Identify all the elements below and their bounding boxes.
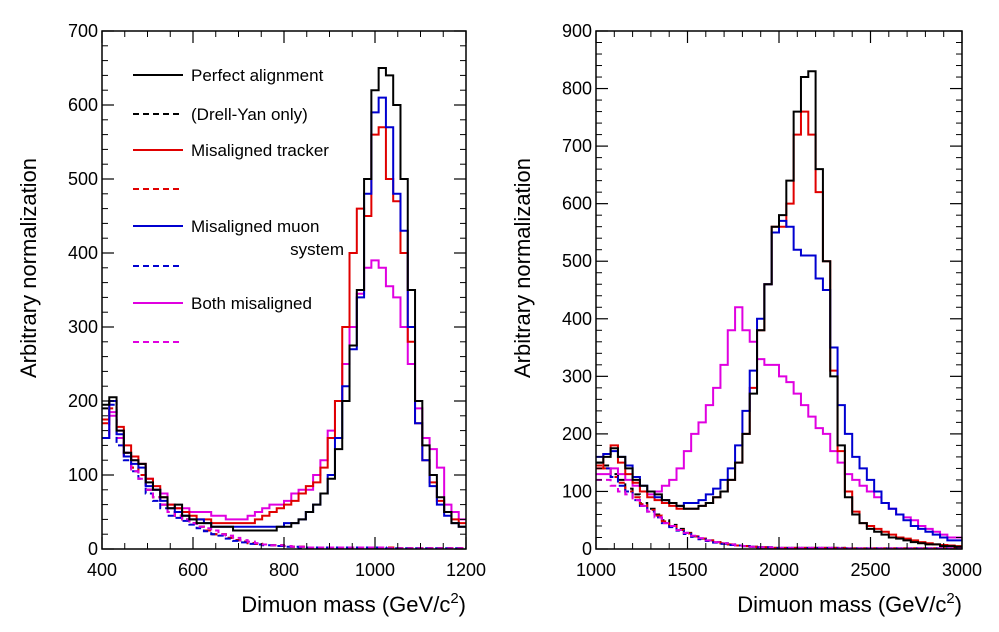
x-tick-label: 400 — [87, 560, 117, 580]
legend-label-1: (Drell-Yan only) — [191, 105, 308, 124]
legend-label-4: Misaligned muon — [191, 217, 320, 236]
series-group — [596, 70, 962, 549]
y-tick-label: 400 — [562, 309, 592, 329]
series-line-0 — [102, 67, 466, 532]
y-tick-label: 400 — [68, 243, 98, 263]
series-line-1 — [596, 461, 962, 549]
x-tick-label: 2000 — [759, 560, 799, 580]
y-axis-title: Arbitrary normalization — [16, 158, 41, 378]
y-tick-label: 100 — [562, 481, 592, 501]
plot-frame — [595, 30, 963, 550]
y-tick-label: 300 — [562, 366, 592, 386]
series-line-2 — [102, 126, 466, 525]
series-line-3 — [596, 464, 962, 549]
x-tick-label: 1200 — [446, 560, 486, 580]
x-axis-title: Dimuon mass (GeV/c2) — [241, 590, 466, 617]
y-tick-label: 600 — [562, 194, 592, 214]
series-group — [102, 67, 466, 549]
series-line-6 — [596, 306, 962, 539]
left-chart-panel: 400 600 800 1000 1200 0 100 200 300 400 500 600 700 D… — [16, 21, 486, 617]
x-axis-title: Dimuon mass (GeV/c2) — [737, 590, 962, 617]
y-tick-label: 100 — [68, 465, 98, 485]
x-tick-label: 2500 — [850, 560, 890, 580]
series-line-7 — [102, 414, 466, 549]
x-tick-label: 1000 — [576, 560, 616, 580]
y-tick-label: 200 — [68, 391, 98, 411]
series-line-0 — [596, 70, 962, 548]
y-tick-label: 500 — [562, 251, 592, 271]
y-tick-label: 700 — [562, 136, 592, 156]
x-tick-label: 600 — [178, 560, 208, 580]
y-tick-label: 200 — [562, 424, 592, 444]
y-axis-title: Arbitrary normalization — [510, 158, 535, 378]
right-chart-panel: 1000 1500 2000 2500 3000 0 100 200 300 400 500 600 7… — [510, 21, 982, 617]
x-tick-label: 800 — [269, 560, 299, 580]
legend: Perfect alignment (Drell-Yan only) Misalig… — [133, 66, 344, 343]
x-tick-label: 1500 — [667, 560, 707, 580]
x-tick-label: 3000 — [942, 560, 982, 580]
legend-label-4-line2: system — [290, 240, 344, 259]
legend-label-0: Perfect alignment — [191, 66, 324, 85]
y-tick-label: 500 — [68, 169, 98, 189]
y-tick-label: 700 — [68, 21, 98, 41]
y-tick-label: 300 — [68, 317, 98, 337]
series-line-2 — [596, 110, 962, 548]
y-tick-label: 800 — [562, 79, 592, 99]
y-tick-label: 0 — [582, 539, 592, 559]
x-tick-label: 1000 — [355, 560, 395, 580]
legend-label-2: Misaligned tracker — [191, 141, 329, 160]
y-tick-label: 600 — [68, 95, 98, 115]
y-tick-label: 0 — [88, 539, 98, 559]
y-tick-label: 900 — [562, 21, 592, 41]
legend-label-6: Both misaligned — [191, 294, 312, 313]
series-line-4 — [596, 219, 962, 542]
